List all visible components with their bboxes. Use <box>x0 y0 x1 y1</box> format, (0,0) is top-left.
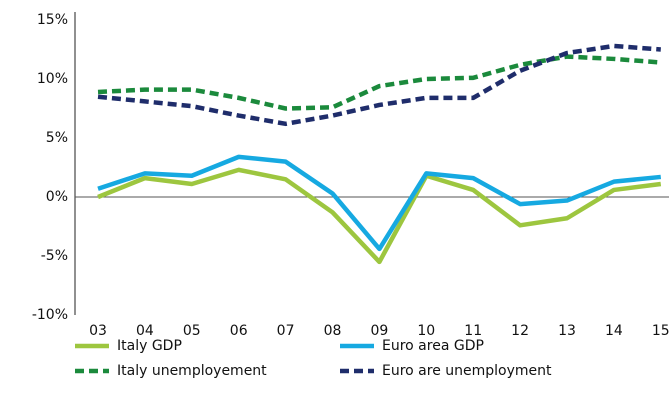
y-tick-label: -10% <box>32 307 68 323</box>
series-line <box>97 154 662 252</box>
x-tick-label: 14 <box>605 323 623 339</box>
x-tick-label: 11 <box>464 323 482 339</box>
x-tick-label: 15 <box>652 323 669 339</box>
x-tick-label: 12 <box>511 323 529 339</box>
x-tick-label: 07 <box>277 323 295 339</box>
x-tick-label: 09 <box>370 323 388 339</box>
legend-label: Italy GDP <box>117 338 182 354</box>
x-tick-label: 05 <box>183 323 201 339</box>
x-tick-label: 03 <box>89 323 107 339</box>
y-tick-label: -5% <box>41 248 68 264</box>
y-tick-label: 15% <box>37 12 68 28</box>
legend-label: Italy unemployement <box>117 363 267 379</box>
x-tick-label: 08 <box>324 323 342 339</box>
x-tick-label: 04 <box>136 323 154 339</box>
x-tick-label: 13 <box>558 323 576 339</box>
legend-label: Euro area GDP <box>382 338 484 354</box>
series-line <box>97 167 662 265</box>
x-tick-label: 06 <box>230 323 248 339</box>
y-tick-label: 0% <box>46 189 68 205</box>
series-line <box>97 43 661 127</box>
legend-label: Euro are unemployment <box>382 363 552 379</box>
y-tick-label: 5% <box>46 130 68 146</box>
y-tick-label: 10% <box>37 71 68 87</box>
series-line <box>97 54 661 111</box>
x-tick-label: 10 <box>417 323 435 339</box>
